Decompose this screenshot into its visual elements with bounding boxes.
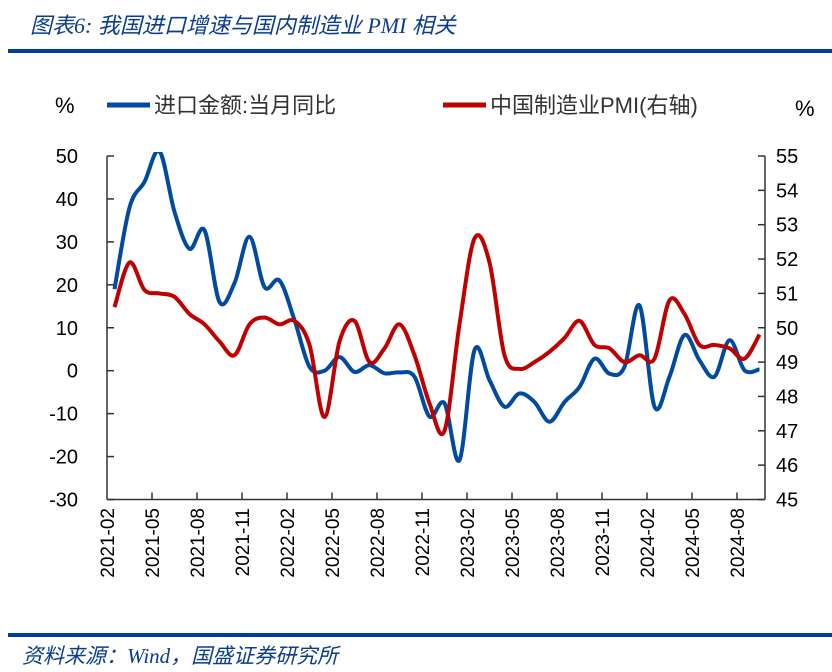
chart-title: 图表6: 我国进口增速与国内制造业 PMI 相关: [30, 13, 456, 38]
x-axis-tick-label: 2022-05: [323, 508, 344, 578]
footer-divider: [8, 633, 832, 637]
left-axis-tick-label: -20: [49, 447, 78, 469]
right-axis-tick-label: 51: [776, 283, 798, 305]
x-axis-tick-label: 2023-02: [458, 508, 479, 578]
right-axis-tick-label: 46: [776, 455, 798, 477]
x-axis-tick-label: 2024-05: [683, 508, 704, 578]
right-axis-tick-label: 54: [776, 180, 798, 202]
legend-label-pmi: 中国制造业PMI(右轴): [490, 93, 698, 118]
x-axis-tick-label: 2022-02: [278, 508, 299, 578]
series-line-manufacturing-pmi: [112, 233, 762, 436]
left-axis-tick-label: 30: [56, 232, 78, 254]
right-axis-unit: %: [795, 96, 815, 121]
x-axis-tick-label: 2021-02: [98, 508, 119, 578]
right-axis-tick-label: 50: [776, 318, 798, 340]
left-axis-tick-label: 50: [56, 146, 78, 168]
left-axis-tick-label: 0: [67, 361, 78, 383]
x-axis-tick-label: 2021-05: [143, 508, 164, 578]
x-axis-tick-label: 2024-02: [638, 508, 659, 578]
right-axis-tick-label: 45: [776, 490, 798, 512]
left-axis-tick-label: 40: [56, 189, 78, 211]
header-divider: [8, 49, 832, 53]
right-axis-tick-label: 53: [776, 215, 798, 237]
left-axis-unit: %: [55, 93, 75, 118]
x-axis-tick-label: 2021-11: [233, 508, 254, 576]
left-axis-tick-label: -10: [49, 404, 78, 426]
right-axis-tick-label: 52: [776, 249, 798, 271]
x-axis-tick-label: 2023-08: [548, 508, 569, 578]
legend-label-imports: 进口金额:当月同比: [154, 93, 336, 118]
legend: % 进口金额:当月同比 中国制造业PMI(右轴) %: [55, 93, 815, 121]
x-axis-tick-label: 2021-08: [188, 508, 209, 578]
right-axis-tick-label: 49: [776, 352, 798, 374]
x-axis-tick-label: 2023-11: [593, 508, 614, 576]
x-axis-tick-label: 2024-08: [728, 508, 749, 578]
left-axis-tick-label: -30: [49, 490, 78, 512]
right-axis-tick-label: 47: [776, 421, 798, 443]
right-axis-tick-label: 48: [776, 386, 798, 408]
x-axis-tick-label: 2023-05: [503, 508, 524, 578]
x-axis-tick-label: 2022-08: [368, 508, 389, 578]
left-axis-tick-label: 10: [56, 318, 78, 340]
x-axis-tick-label: 2022-11: [413, 508, 434, 576]
series-line-imports-yoy: [112, 152, 760, 463]
right-axis-tick-label: 55: [776, 146, 798, 168]
source-note: 资料来源：Wind，国盛证券研究所: [22, 644, 339, 668]
left-axis-tick-label: 20: [56, 275, 78, 297]
